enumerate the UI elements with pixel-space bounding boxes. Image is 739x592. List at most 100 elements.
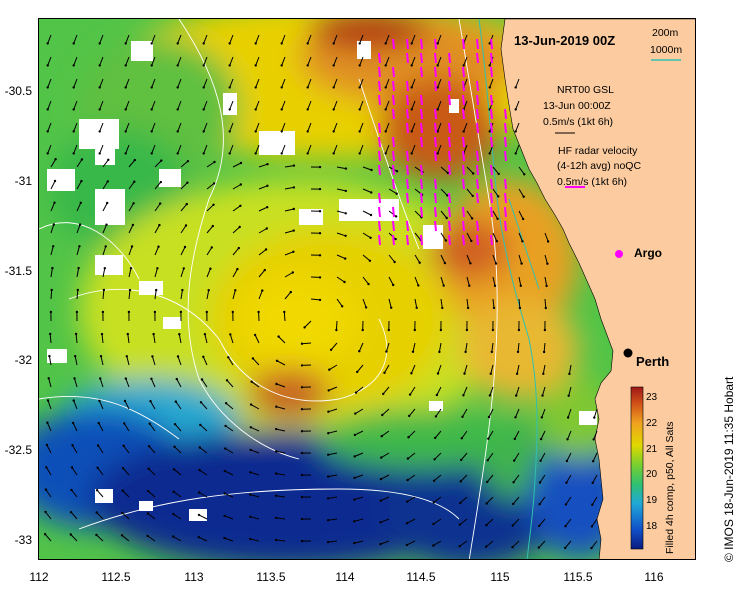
current-vector xyxy=(148,468,156,476)
current-vector-head xyxy=(149,400,152,403)
current-vector xyxy=(47,100,52,110)
current-vector-head xyxy=(544,306,547,310)
current-vector-head xyxy=(106,201,109,205)
current-vector-head xyxy=(150,42,153,45)
current-vector-head xyxy=(410,152,413,155)
hf-radar-vector xyxy=(504,150,507,162)
current-vector xyxy=(437,122,442,132)
current-vector-head xyxy=(300,451,304,455)
hf-radar-vector xyxy=(392,136,395,148)
current-vector-head xyxy=(410,108,413,111)
current-vector xyxy=(466,232,472,242)
sst-map xyxy=(38,18,696,560)
current-vector-head xyxy=(538,481,542,484)
y-tick-label: -32.5 xyxy=(4,443,32,457)
current-vector xyxy=(150,400,156,410)
current-vector xyxy=(125,34,130,44)
current-vector-head xyxy=(384,130,387,133)
current-vector xyxy=(102,181,109,190)
current-vector-head xyxy=(229,333,232,336)
current-vector-head xyxy=(107,158,110,161)
current-vector xyxy=(301,342,312,345)
hf-radar-vector xyxy=(448,234,451,246)
current-vector-head xyxy=(390,306,393,309)
current-vector xyxy=(354,496,364,501)
current-vector xyxy=(514,430,520,440)
current-vector xyxy=(151,34,156,44)
current-vector xyxy=(385,100,390,110)
hf-radar-vector xyxy=(490,38,493,50)
current-vector xyxy=(151,78,156,88)
current-vector-head xyxy=(160,159,163,162)
current-vector-head xyxy=(542,372,545,375)
current-vector xyxy=(124,400,130,410)
current-vector xyxy=(488,408,494,418)
current-vector-head xyxy=(173,423,177,426)
current-vector xyxy=(224,515,234,520)
current-vector xyxy=(382,386,390,395)
current-vector-head xyxy=(292,164,296,167)
current-vector xyxy=(255,56,260,66)
current-vector xyxy=(336,166,346,170)
current-vector xyxy=(229,122,234,132)
current-vector-head xyxy=(122,444,125,447)
contour-1000m xyxy=(39,19,498,559)
current-vector-head xyxy=(182,267,185,270)
current-vector xyxy=(437,364,442,374)
current-vector-head xyxy=(47,377,50,380)
hf-radar-vector xyxy=(490,122,493,134)
current-vector-head xyxy=(70,466,74,469)
current-vector xyxy=(258,269,266,278)
current-vector-head xyxy=(393,260,396,264)
current-vector xyxy=(278,336,286,344)
current-vector xyxy=(542,364,546,374)
current-vector xyxy=(153,334,156,344)
current-vector-head xyxy=(300,342,304,345)
current-vector-head xyxy=(237,246,240,250)
current-vector-head xyxy=(254,64,257,67)
current-vector xyxy=(180,225,187,234)
current-vector xyxy=(258,206,268,212)
current-vector-head xyxy=(546,240,550,243)
current-vector-head xyxy=(105,223,108,226)
current-vector xyxy=(154,181,162,190)
current-vector xyxy=(225,402,234,410)
hf-radar-vector xyxy=(406,220,409,232)
current-vector xyxy=(229,56,234,66)
current-vector xyxy=(518,232,523,242)
current-vector xyxy=(180,182,188,190)
hf-radar-vector xyxy=(462,206,465,218)
current-vector xyxy=(307,122,312,132)
current-vector xyxy=(150,378,156,388)
current-vector-head xyxy=(123,399,127,403)
current-vector xyxy=(128,224,134,234)
current-vector xyxy=(328,430,338,434)
current-vector-head xyxy=(156,267,159,270)
current-vector xyxy=(466,166,474,174)
current-vector-head xyxy=(306,64,309,67)
current-vector-head xyxy=(212,182,216,185)
hf-radar-vector xyxy=(392,220,395,232)
current-vector xyxy=(180,268,185,278)
current-vector-head xyxy=(593,416,596,419)
current-vector xyxy=(173,491,182,498)
hf-radar-vector xyxy=(504,220,507,232)
hf-radar-vector xyxy=(406,80,409,92)
current-vector xyxy=(276,450,286,454)
current-vector-head xyxy=(591,481,594,485)
current-vector xyxy=(177,34,182,44)
x-tick-label: 115.5 xyxy=(563,570,593,584)
current-vector-head xyxy=(379,499,382,502)
current-vector-head xyxy=(410,42,413,45)
current-vector-head xyxy=(172,490,175,493)
current-vector-head xyxy=(46,108,49,111)
y-tick-label: -30.5 xyxy=(4,84,32,98)
current-vector-head xyxy=(98,86,101,89)
current-vector xyxy=(73,56,78,66)
hf-radar-vector xyxy=(406,164,409,176)
current-vector-head xyxy=(300,495,304,499)
current-vector xyxy=(486,518,494,526)
current-vector-head xyxy=(292,186,296,189)
current-vector-head xyxy=(292,229,295,232)
current-vector xyxy=(362,166,372,171)
